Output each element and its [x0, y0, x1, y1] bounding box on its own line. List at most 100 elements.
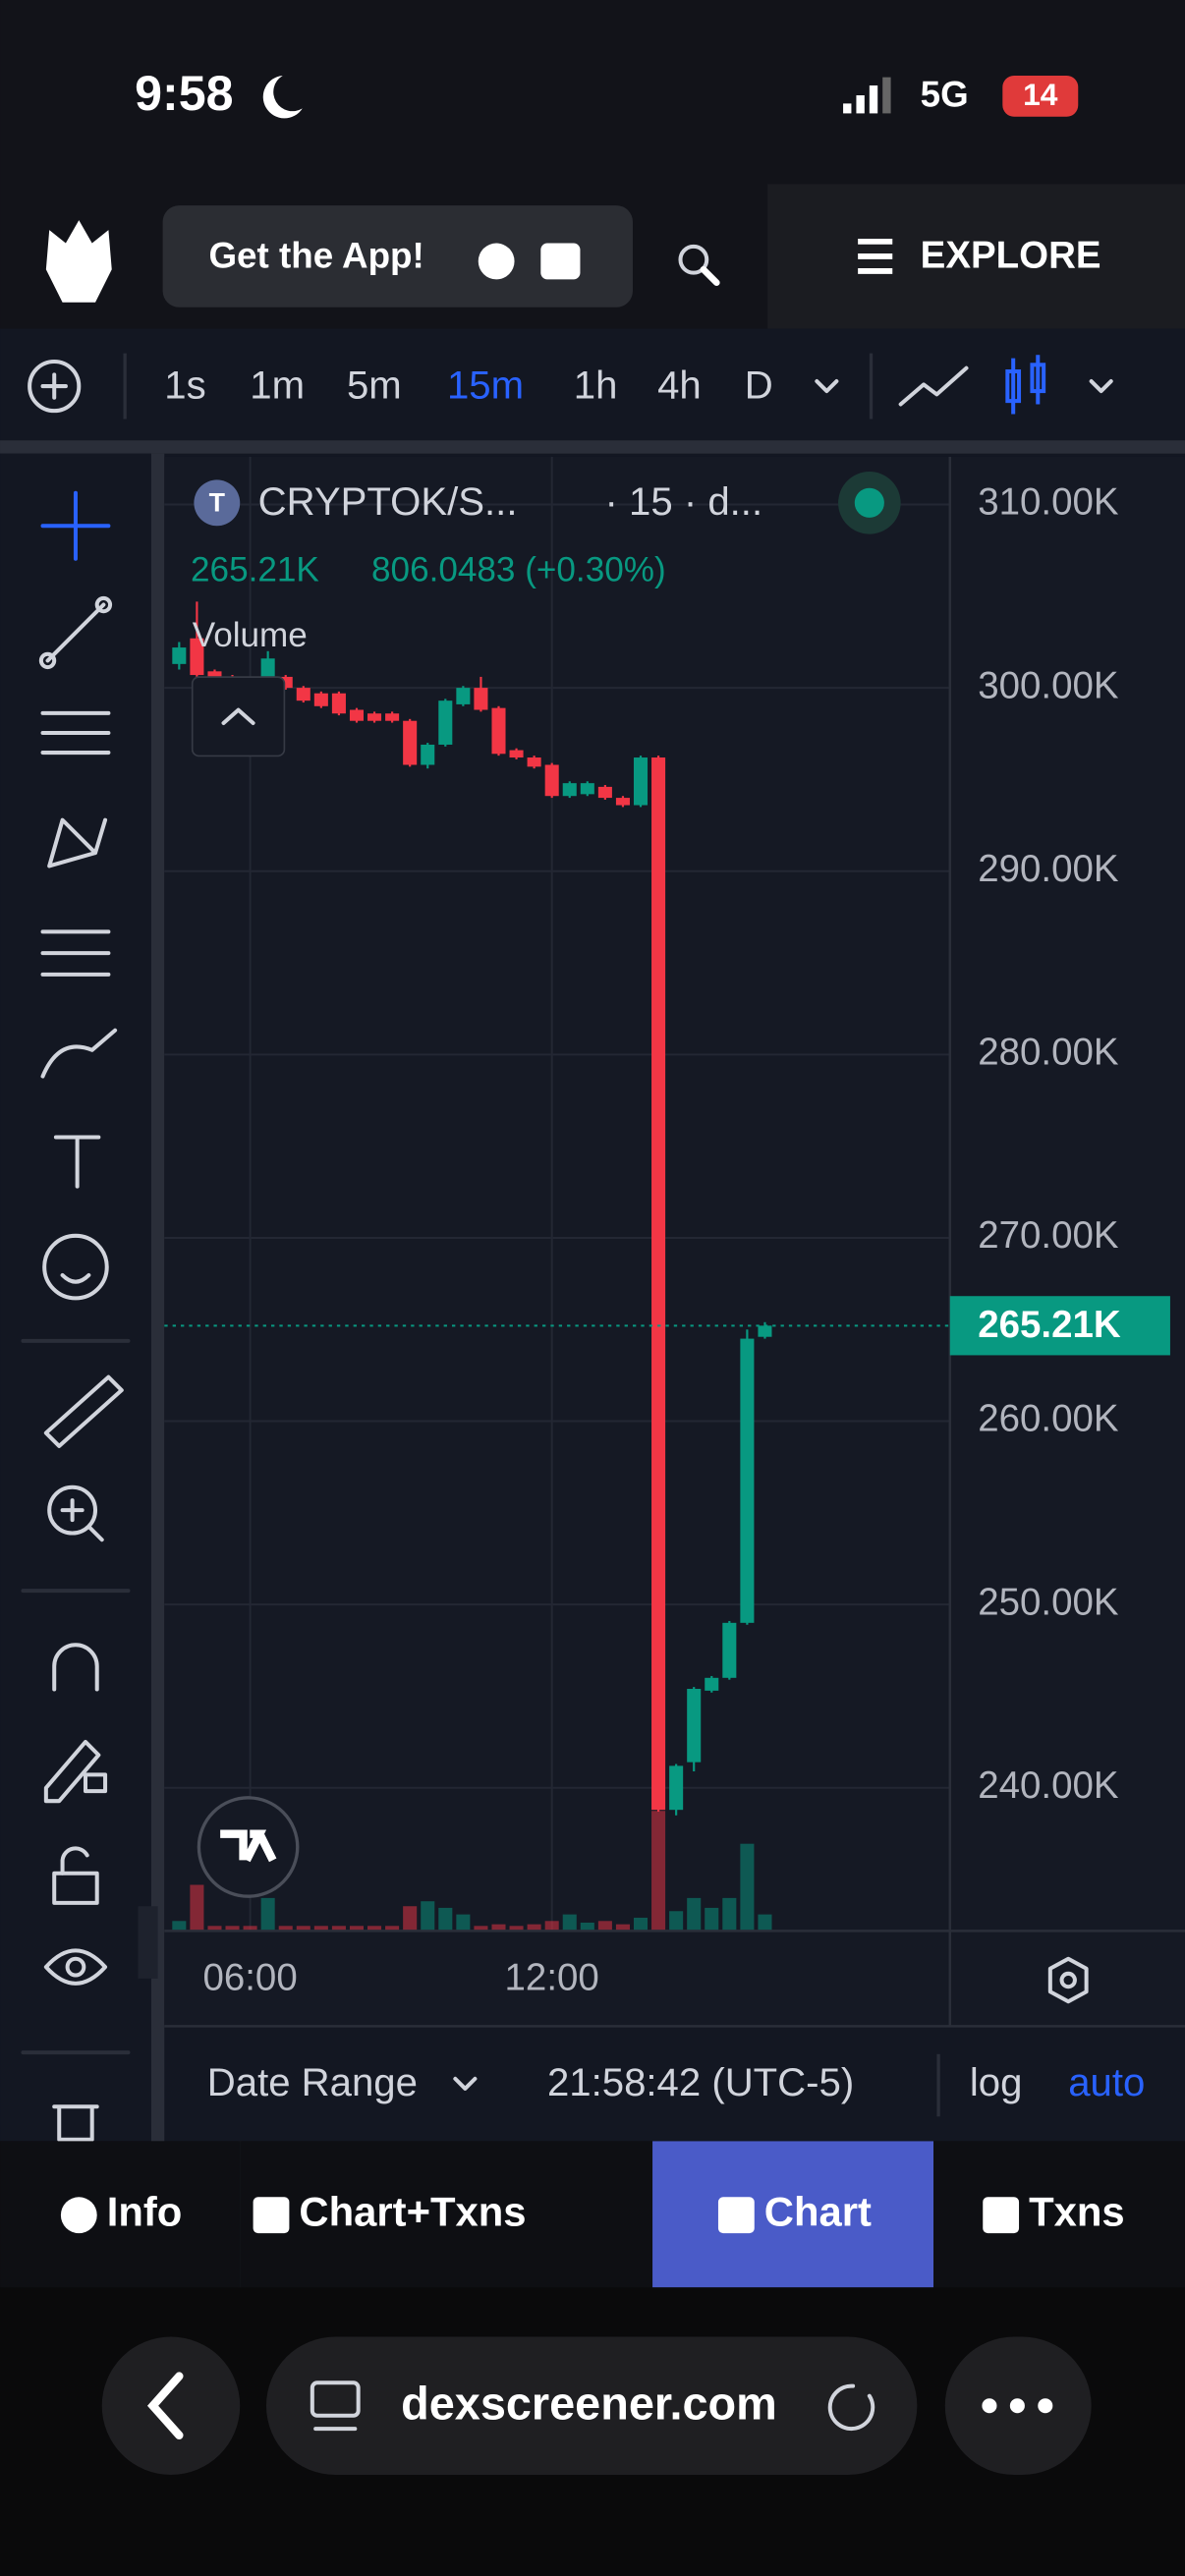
tv-logo[interactable] — [197, 1796, 300, 1898]
collapse-toolbar[interactable] — [138, 1906, 158, 1979]
volume-bar — [385, 1926, 400, 1932]
settings-icon[interactable] — [1047, 1956, 1089, 2004]
style-chevron[interactable] — [1089, 379, 1113, 394]
volume-bar — [349, 1926, 365, 1932]
auto-toggle[interactable]: auto — [1068, 2060, 1145, 2104]
add-indicator[interactable] — [28, 359, 82, 414]
candle-body — [403, 720, 418, 765]
last-price-tag — [949, 1296, 1170, 1356]
separator — [0, 440, 1185, 454]
candle-body — [615, 798, 630, 806]
volume-bar — [260, 1897, 275, 1932]
y-tick-label: 280.00K — [978, 1031, 1119, 1073]
status-dot — [854, 487, 884, 518]
candle-body — [385, 713, 400, 721]
candle-style-icon[interactable] — [1005, 355, 1046, 415]
volume-bar — [687, 1897, 702, 1932]
candle-body — [705, 1677, 719, 1691]
settings-dot — [1059, 1971, 1077, 1989]
y-tick-label: 260.00K — [978, 1398, 1119, 1440]
explore-text[interactable]: EXPLORE — [921, 235, 1101, 277]
interval-option[interactable]: 1s — [164, 363, 205, 407]
reload-icon[interactable] — [827, 2383, 875, 2432]
url[interactable]: dexscreener.com — [401, 2379, 777, 2430]
date-range[interactable]: Date Range — [207, 2060, 418, 2104]
tab[interactable] — [240, 2141, 653, 2288]
candle-body — [421, 744, 435, 765]
tab[interactable] — [933, 2141, 1185, 2288]
tabs: Info Chart+Txns Chart Txns — [0, 2141, 1185, 2288]
volume-bar — [190, 1884, 204, 1932]
tab-label[interactable]: Info — [107, 2189, 183, 2235]
tab[interactable] — [652, 2141, 934, 2288]
interval-chevron[interactable] — [815, 379, 839, 394]
candle-body — [278, 676, 293, 689]
get-app-text[interactable]: Get the App! — [208, 235, 423, 275]
battery-level: 14 — [1023, 77, 1058, 112]
explore-button[interactable] — [767, 184, 1185, 329]
interval-option[interactable]: 5m — [347, 363, 402, 407]
volume-bar — [615, 1924, 630, 1932]
y-tick-label: 270.00K — [978, 1214, 1119, 1257]
interval-option[interactable]: 15m — [447, 363, 524, 407]
volume-bar — [278, 1926, 293, 1932]
volume-bar — [633, 1917, 649, 1932]
tab-label[interactable]: Chart+Txns — [299, 2189, 526, 2235]
interval-option[interactable]: 1h — [574, 363, 618, 407]
volume-bar — [456, 1914, 471, 1932]
interval-option[interactable]: 4h — [657, 363, 702, 407]
get-app-button[interactable] — [162, 205, 633, 308]
tab-icon — [983, 2197, 1020, 2234]
candle-body — [438, 700, 453, 745]
legend-change: 806.0483 (+0.30%) — [371, 550, 666, 588]
candle-body — [544, 764, 559, 797]
volume-bar — [544, 1921, 559, 1932]
last-price-label: 265.21K — [978, 1304, 1121, 1346]
drawing-tools[interactable] — [21, 490, 131, 2142]
legend-price: 265.21K — [191, 550, 319, 588]
volume-bar — [562, 1914, 577, 1932]
volume-bar — [740, 1843, 755, 1932]
collapse-legend[interactable] — [191, 676, 286, 757]
y-tick-label: 300.00K — [978, 664, 1119, 706]
tab-label[interactable]: Txns — [1029, 2189, 1125, 2235]
url-bar[interactable] — [265, 2336, 918, 2475]
volume-bar — [207, 1926, 222, 1932]
x-tick-label: 06:00 — [202, 1957, 297, 1999]
back-icon — [146, 2372, 184, 2440]
tab[interactable] — [0, 2141, 241, 2288]
back-button[interactable] — [101, 2336, 241, 2475]
candle-body — [758, 1325, 772, 1337]
interval-option[interactable]: D — [745, 363, 773, 407]
add-plus — [40, 372, 68, 400]
x-tick-label: 12:00 — [505, 1957, 599, 1999]
candles — [172, 601, 772, 1932]
apple-icon — [478, 243, 515, 280]
tab-label[interactable]: Chart — [764, 2189, 872, 2235]
y-tick-label: 240.00K — [978, 1764, 1119, 1807]
status-time: 9:58 — [135, 66, 233, 121]
volume-bar — [367, 1926, 382, 1932]
interval-option[interactable]: 1m — [250, 363, 305, 407]
candle-body — [509, 750, 524, 758]
search-icon[interactable] — [678, 244, 709, 275]
volume-bar — [403, 1906, 418, 1932]
volume-bar — [705, 1907, 719, 1932]
volume-bar — [580, 1922, 594, 1932]
log-toggle[interactable]: log — [970, 2060, 1023, 2104]
candle-body — [172, 647, 187, 664]
app-logo[interactable] — [45, 220, 112, 303]
axes: 310.00K 300.00K 290.00K 280.00K 270.00K 260.0… — [164, 481, 1170, 1999]
candle-body — [331, 693, 346, 714]
y-tick-label: 250.00K — [978, 1581, 1119, 1623]
candle-body — [527, 757, 541, 767]
tv-logo-mark — [220, 1829, 277, 1863]
volume-bar — [758, 1914, 772, 1932]
candle-body — [597, 786, 612, 799]
clock[interactable]: 21:58:42 (UTC-5) — [547, 2060, 854, 2104]
volume-bar — [438, 1907, 453, 1932]
volume-bar — [225, 1926, 240, 1932]
candle-body — [367, 713, 382, 721]
tab-icon — [717, 2197, 755, 2234]
line-style-icon[interactable] — [898, 365, 969, 407]
